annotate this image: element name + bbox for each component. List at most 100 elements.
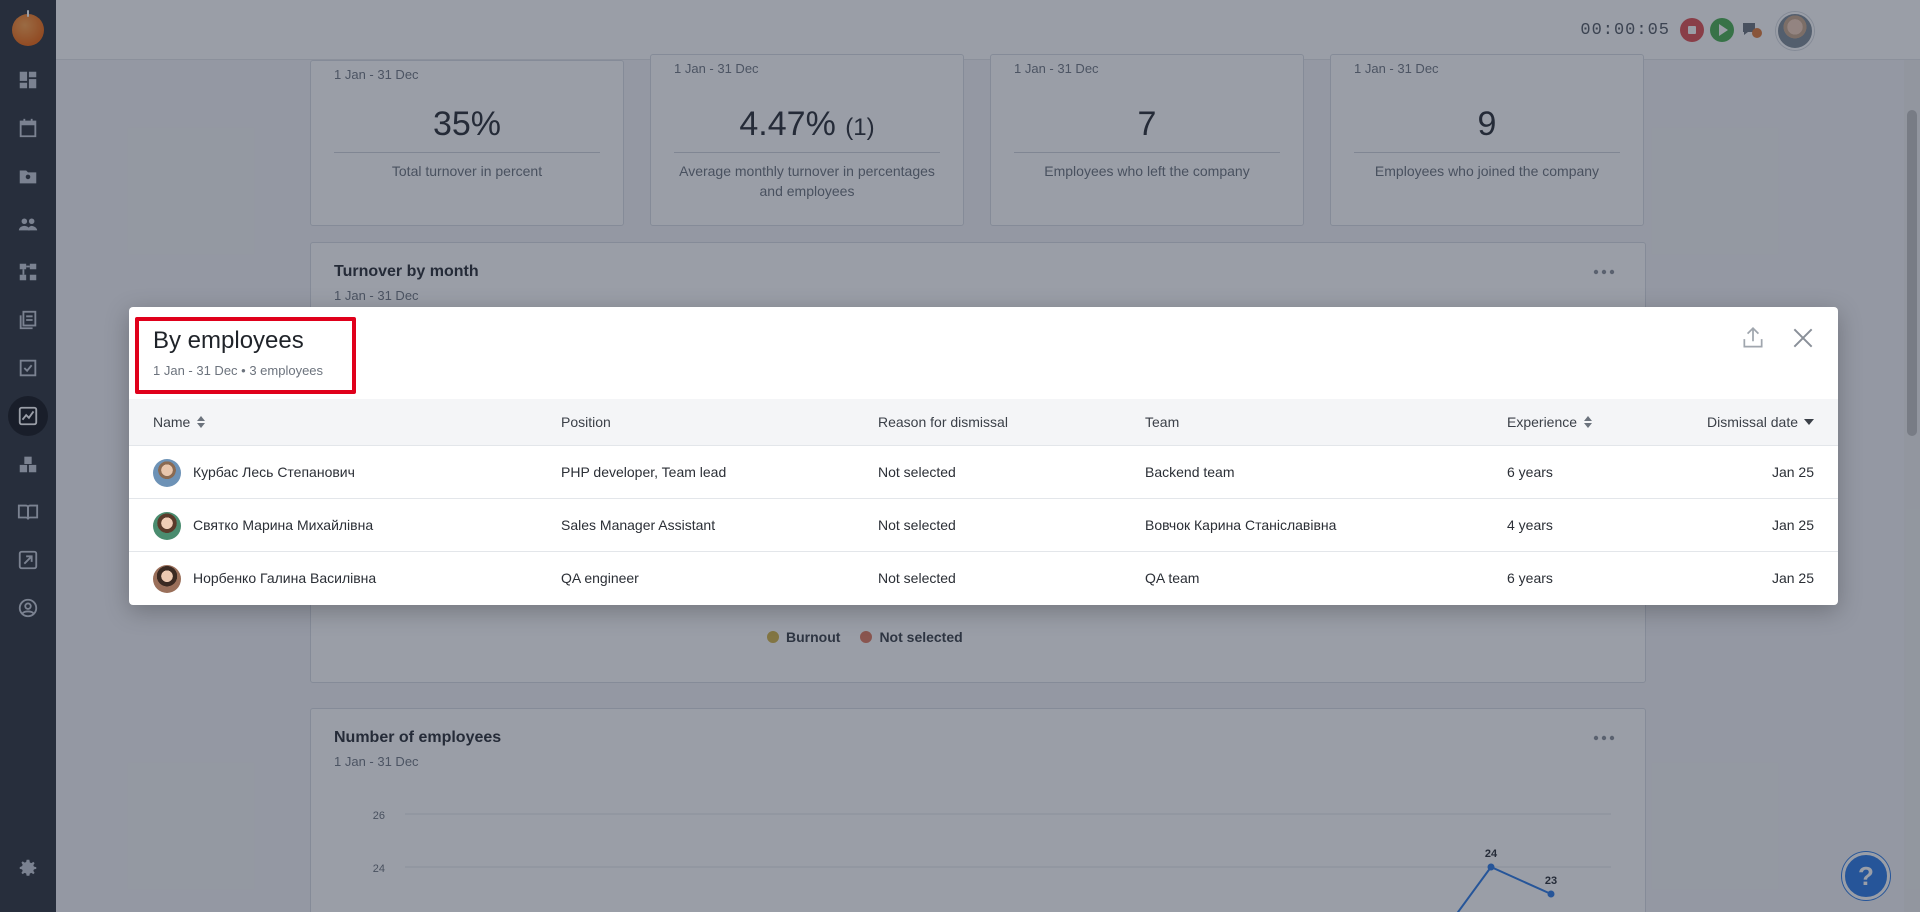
table-row[interactable]: Святко Марина Михайлівна Sales Manager A… <box>129 499 1838 552</box>
modal-header: By employees 1 Jan - 31 Dec • 3 employee… <box>129 307 1838 399</box>
nav-documents-icon[interactable] <box>8 300 48 340</box>
employee-avatar <box>153 565 181 593</box>
column-position: Position <box>561 414 611 430</box>
app-logo[interactable] <box>12 10 44 46</box>
close-icon[interactable] <box>1790 325 1816 351</box>
employee-experience: 4 years <box>1507 517 1553 533</box>
stat-label: Average monthly turnover in percentages … <box>679 163 935 199</box>
employee-experience: 6 years <box>1507 464 1553 480</box>
more-options-icon[interactable] <box>1593 735 1615 741</box>
data-point[interactable] <box>1487 863 1495 871</box>
y-tick-label: 26 <box>373 810 385 822</box>
sort-icon <box>197 416 206 428</box>
user-avatar[interactable] <box>1776 12 1814 50</box>
stat-card-total-turnover: 1 Jan - 31 Dec 35% Total turnover in per… <box>310 60 624 226</box>
legend-item-not-selected[interactable]: Not selected <box>860 629 963 645</box>
stat-card-employees-joined: 1 Jan - 31 Dec 9 Employees who joined th… <box>1330 54 1644 226</box>
data-point[interactable] <box>1547 890 1555 898</box>
nav-reports-icon[interactable] <box>8 540 48 580</box>
scrollbar-thumb[interactable] <box>1907 110 1917 436</box>
employee-position: Sales Manager Assistant <box>561 517 716 533</box>
employee-team: QA team <box>1145 570 1200 586</box>
employee-avatar <box>153 512 181 540</box>
stat-label: Total turnover in percent <box>391 163 543 179</box>
stat-label: Employees who joined the company <box>1374 163 1600 179</box>
table-row[interactable]: Курбас Лесь Степанович PHP developer, Te… <box>129 446 1838 499</box>
stat-value: 4.47% (1) <box>674 105 940 153</box>
data-label: 23 <box>1545 875 1557 887</box>
nav-settings-gear-icon[interactable] <box>8 848 48 888</box>
nav-people-icon[interactable] <box>8 204 48 244</box>
data-label: 24 <box>1485 848 1498 860</box>
employee-team: Вовчок Карина Станіславівна <box>1145 517 1337 533</box>
number-of-employees-panel: Number of employees 1 Jan - 31 Dec 26 24… <box>310 708 1646 912</box>
y-tick-label: 24 <box>373 863 385 875</box>
nav-profile-folder-icon[interactable] <box>8 156 48 196</box>
panel-title: Number of employees <box>334 729 502 746</box>
stat-range: 1 Jan - 31 Dec <box>334 67 419 82</box>
nav-structure-icon[interactable] <box>8 252 48 292</box>
stat-range: 1 Jan - 31 Dec <box>1354 61 1439 76</box>
employee-name[interactable]: Норбенко Галина Василівна <box>193 570 377 586</box>
nav-dashboard-icon[interactable] <box>8 60 48 100</box>
more-options-icon[interactable] <box>1593 269 1615 275</box>
employee-avatar <box>153 459 181 487</box>
column-experience[interactable]: Experience <box>1507 414 1593 430</box>
column-team: Team <box>1145 414 1180 430</box>
stat-range: 1 Jan - 31 Dec <box>674 61 759 76</box>
sort-icon <box>1584 416 1593 428</box>
chat-notifications-icon[interactable] <box>1740 19 1764 43</box>
panel-range: 1 Jan - 31 Dec <box>334 288 419 303</box>
employee-name[interactable]: Курбас Лесь Степанович <box>193 464 355 480</box>
dismissal-date: Jan 25 <box>1771 517 1814 533</box>
help-button[interactable]: ? <box>1842 852 1890 900</box>
timer-stop-button[interactable] <box>1680 18 1704 42</box>
employee-team: Backend team <box>1145 464 1235 480</box>
table-header: Name Position Reason for dismissal Team … <box>129 399 1838 446</box>
column-reason: Reason for dismissal <box>878 414 1008 430</box>
stat-card-employees-left: 1 Jan - 31 Dec 7 Employees who left the … <box>990 54 1304 226</box>
top-header: 00:00:05 <box>56 0 1920 60</box>
time-tracker-timer: 00:00:05 <box>1580 21 1670 40</box>
employee-position: PHP developer, Team lead <box>561 464 727 480</box>
employee-name[interactable]: Святко Марина Михайлівна <box>193 517 374 533</box>
table-row[interactable]: Норбенко Галина Василівна QA engineer No… <box>129 552 1838 605</box>
nav-calendar-icon[interactable] <box>8 108 48 148</box>
employees-line-chart: 26 24 24 23 <box>373 810 1611 912</box>
column-dismissal-date[interactable]: Dismissal date <box>1707 414 1814 430</box>
stat-card-average-monthly-turnover: 1 Jan - 31 Dec 4.47% (1) Average monthly… <box>650 54 964 226</box>
dismissal-date: Jan 25 <box>1771 464 1814 480</box>
page-scrollbar[interactable] <box>1904 60 1920 912</box>
chart-legend: Burnout Not selected <box>767 629 963 645</box>
nav-tasks-icon[interactable] <box>8 348 48 388</box>
export-upload-icon[interactable] <box>1740 325 1766 351</box>
nav-knowledge-book-icon[interactable] <box>8 492 48 532</box>
nav-account-icon[interactable] <box>8 588 48 628</box>
timer-play-button[interactable] <box>1710 18 1734 42</box>
dismissal-reason: Not selected <box>878 517 956 533</box>
panel-range: 1 Jan - 31 Dec <box>334 754 419 769</box>
stat-value: 35% <box>334 105 600 153</box>
sidebar <box>0 0 56 912</box>
nav-warehouse-icon[interactable] <box>8 444 48 484</box>
column-name[interactable]: Name <box>153 414 206 430</box>
panel-title: Turnover by month <box>334 263 479 280</box>
dismissal-reason: Not selected <box>878 464 956 480</box>
nav-analytics-icon[interactable] <box>8 396 48 436</box>
stat-label: Employees who left the company <box>1044 163 1250 179</box>
modal-subtitle: 1 Jan - 31 Dec • 3 employees <box>153 363 324 378</box>
highlight-box <box>135 317 356 394</box>
dismissal-reason: Not selected <box>878 570 956 586</box>
modal-title: By employees <box>153 327 304 354</box>
employee-position: QA engineer <box>561 570 639 586</box>
dismissal-date: Jan 25 <box>1771 570 1814 586</box>
legend-dot <box>767 631 779 643</box>
stat-range: 1 Jan - 31 Dec <box>1014 61 1099 76</box>
by-employees-modal: By employees 1 Jan - 31 Dec • 3 employee… <box>129 307 1838 605</box>
legend-dot <box>860 631 873 643</box>
stat-value: 7 <box>1014 105 1280 153</box>
stat-value: 9 <box>1354 105 1620 153</box>
employee-experience: 6 years <box>1507 570 1553 586</box>
sort-desc-caret-icon <box>1804 419 1814 425</box>
legend-item-burnout[interactable]: Burnout <box>767 629 840 645</box>
